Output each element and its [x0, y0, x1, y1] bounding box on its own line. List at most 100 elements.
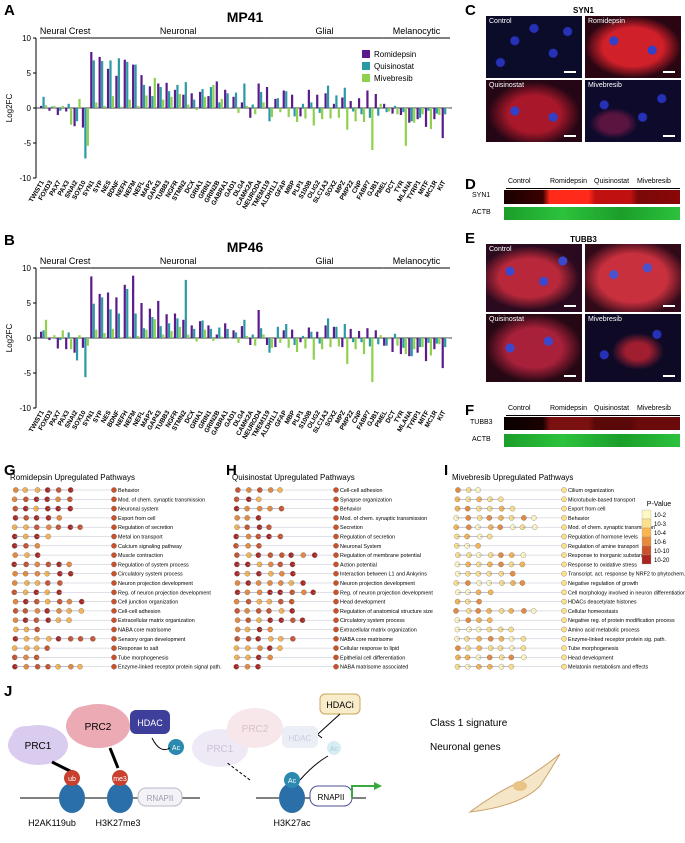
- bar: [335, 326, 338, 338]
- bar: [257, 83, 260, 108]
- pathway-term: Melatonin metabolism and effects: [568, 665, 649, 671]
- bar: [438, 108, 441, 115]
- bar: [446, 338, 449, 339]
- bar: [134, 64, 137, 108]
- network-node: [561, 533, 567, 540]
- bar: [140, 75, 143, 108]
- bar: [226, 328, 229, 338]
- if-caption: Quisinostat: [489, 316, 525, 323]
- pathway-term: Neuronal System: [340, 544, 382, 550]
- bar: [56, 108, 59, 115]
- bar: [56, 338, 59, 349]
- panel-letter-j: J: [4, 683, 13, 700]
- bar: [312, 108, 315, 126]
- bar: [84, 108, 87, 159]
- bar: [268, 338, 271, 353]
- network-node: [111, 552, 117, 558]
- bar: [287, 338, 290, 348]
- group-header: Melanocytic: [393, 26, 441, 36]
- pathway-term: Cell morphology involved in neuron diffe…: [568, 590, 685, 596]
- network-node: [333, 608, 339, 614]
- bar: [44, 319, 48, 338]
- if-image-control: Control: [486, 16, 582, 78]
- network-node: [111, 654, 117, 661]
- bar: [410, 108, 413, 122]
- bar: [374, 94, 377, 108]
- mechanism-schematic: PRC1 PRC2 HDAC Ac ub me3 RNAPII H2AK119u…: [8, 693, 561, 828]
- bar: [324, 325, 327, 338]
- blot-band-actb: [504, 207, 680, 220]
- bar: [245, 105, 248, 108]
- bar: [441, 108, 444, 139]
- h3k27me3-label: H3K27me3: [95, 818, 140, 828]
- bar: [416, 108, 419, 120]
- bar: [404, 108, 407, 146]
- pathway-term: Tube morphogenesis: [568, 646, 619, 652]
- bar: [335, 95, 338, 108]
- network-node: [561, 561, 567, 568]
- pathway-term: Reg. of neuron projection development: [340, 590, 433, 596]
- bar: [50, 338, 54, 339]
- if-image-mivebresib: Mivebresib: [585, 80, 681, 142]
- bar: [262, 334, 265, 338]
- bar: [53, 105, 56, 108]
- category-label: KIT: [436, 409, 447, 422]
- bar: [279, 108, 282, 113]
- bar: [224, 323, 227, 338]
- pathway-term: Export from cell: [118, 516, 155, 522]
- network-node: [111, 608, 117, 614]
- bar: [379, 103, 382, 108]
- group-header: Glial: [315, 26, 333, 36]
- lane-label: Quisinostat: [594, 178, 630, 185]
- bar: [111, 96, 115, 108]
- network-node: [333, 589, 339, 596]
- bar: [285, 91, 288, 108]
- pvalue-label: 10-2: [654, 513, 667, 519]
- bar: [383, 338, 386, 346]
- network-node: [333, 636, 339, 642]
- ub-label: ub: [68, 776, 76, 783]
- bar: [42, 96, 45, 108]
- prc1-faded-label: PRC1: [207, 744, 234, 755]
- network-node: [111, 496, 117, 503]
- bar: [282, 90, 285, 108]
- bar: [446, 108, 449, 109]
- bar: [136, 105, 140, 108]
- bar: [262, 102, 265, 108]
- bar: [418, 108, 422, 118]
- bar: [270, 108, 274, 118]
- pathway-term: Action potential: [340, 562, 377, 568]
- network-node: [333, 561, 339, 568]
- bar: [40, 331, 43, 338]
- network-node: [333, 524, 339, 530]
- network-node: [333, 617, 339, 623]
- bar: [391, 108, 394, 114]
- bar: [48, 108, 51, 111]
- panel-letter-e: E: [465, 230, 476, 247]
- pathway-term: Enzyme-linked receptor protein sig. path…: [568, 637, 666, 643]
- bar: [86, 108, 89, 146]
- blot-band-actb: [504, 434, 680, 447]
- network-node: [111, 589, 117, 596]
- bar: [301, 335, 305, 338]
- pathway-term: NABA matrisome associated: [340, 665, 408, 671]
- bar: [318, 108, 321, 113]
- network-node: [561, 589, 567, 596]
- scale-bar: [564, 71, 576, 73]
- bar: [182, 319, 185, 338]
- bar: [123, 284, 126, 338]
- bar: [310, 331, 313, 338]
- pathway-term: Neuron projection development: [340, 581, 415, 587]
- prc1-complex: PRC1: [8, 725, 68, 765]
- bar: [153, 77, 156, 108]
- bar: [128, 99, 131, 108]
- bar: [332, 103, 336, 108]
- network-node: [561, 543, 567, 549]
- rnapii-label: RNAPII: [147, 794, 174, 803]
- bar: [418, 338, 422, 348]
- bar: [237, 108, 240, 113]
- blot-row-label: ACTB: [472, 436, 491, 443]
- bar: [226, 93, 229, 108]
- bar: [429, 338, 433, 356]
- bar: [201, 89, 204, 108]
